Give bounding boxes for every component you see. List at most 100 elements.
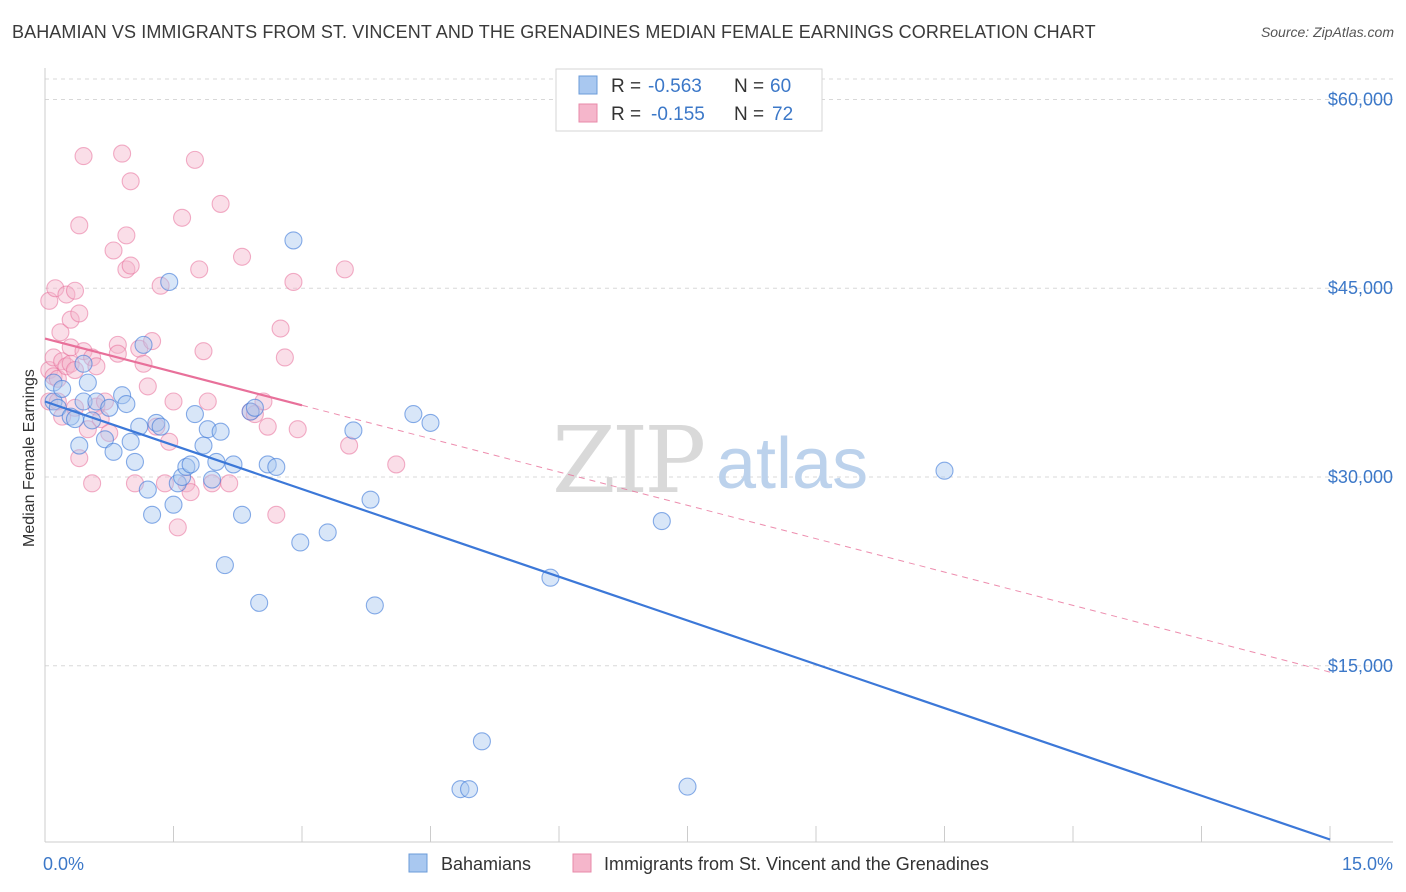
point-bahamians xyxy=(267,457,286,477)
point-bahamians xyxy=(70,436,89,455)
point-bahamians xyxy=(130,417,149,436)
bottom-legend-swatch-bahamians xyxy=(408,853,428,873)
point-bahamians xyxy=(291,533,310,552)
point-immigrants xyxy=(284,272,303,292)
series-legend: Bahamians Immigrants from St. Vincent an… xyxy=(408,853,989,874)
point-immigrants xyxy=(288,420,307,439)
point-immigrants xyxy=(155,474,174,493)
pink-trend-line xyxy=(44,337,303,407)
point-immigrants xyxy=(70,449,89,468)
point-bahamians xyxy=(459,780,479,799)
point-immigrants xyxy=(220,474,239,493)
point-immigrants xyxy=(104,241,123,260)
point-bahamians xyxy=(194,436,213,455)
point-bahamians xyxy=(678,777,697,796)
y-axis-label: Median Female Earnings xyxy=(21,369,38,547)
chart-title: BAHAMIAN VS IMMIGRANTS FROM ST. VINCENT … xyxy=(12,22,1096,42)
point-immigrants xyxy=(83,474,102,493)
legend-r-value-pink: -0.155 xyxy=(651,104,705,125)
point-immigrants xyxy=(194,342,213,361)
legend-r-label-blue: R = xyxy=(611,76,641,97)
point-immigrants xyxy=(168,518,187,537)
point-bahamians xyxy=(74,354,93,373)
y-tick-label: $60,000 xyxy=(1328,89,1393,109)
point-bahamians xyxy=(472,732,491,751)
point-immigrants xyxy=(190,260,209,279)
point-bahamians xyxy=(74,392,93,411)
point-bahamians xyxy=(232,505,252,524)
point-bahamians xyxy=(404,405,423,424)
x-tick-labels: 0.0% 15.0% xyxy=(43,854,1393,874)
watermark: ZIP atlas xyxy=(552,407,868,514)
point-immigrants xyxy=(181,483,200,502)
point-immigrants xyxy=(335,260,354,279)
watermark-zip: ZIP xyxy=(552,407,703,514)
point-immigrants xyxy=(267,505,286,524)
point-bahamians xyxy=(134,335,153,354)
source-label: Source: ZipAtlas.com xyxy=(1260,24,1394,40)
point-bahamians xyxy=(652,512,671,531)
legend-n-label-pink: N = xyxy=(734,104,764,125)
point-bahamians xyxy=(125,452,144,471)
legend-n-label-blue: N = xyxy=(734,76,764,97)
point-bahamians xyxy=(181,455,200,474)
legend-n-value-blue: 60 xyxy=(770,76,791,97)
x-tick-label-min: 0.0% xyxy=(43,854,84,874)
point-immigrants xyxy=(121,172,140,191)
pink-trend-line-dashed xyxy=(301,404,1331,673)
bottom-legend-label-bahamians: Bahamians xyxy=(441,854,531,874)
point-bahamians xyxy=(104,442,123,461)
point-bahamians xyxy=(284,231,303,250)
point-bahamians xyxy=(361,490,380,509)
y-tick-label: $45,000 xyxy=(1328,278,1393,298)
point-bahamians xyxy=(143,505,162,524)
point-bahamians xyxy=(164,495,183,514)
point-immigrants xyxy=(121,256,140,275)
legend-n-value-pink: 72 xyxy=(772,104,793,125)
point-immigrants xyxy=(44,348,63,367)
point-immigrants xyxy=(151,276,170,295)
point-bahamians xyxy=(318,523,337,542)
point-bahamians xyxy=(53,379,72,398)
stats-legend: R = -0.563 N = 60 R = -0.155 N = 72 xyxy=(555,68,823,132)
point-bahamians xyxy=(935,461,954,480)
point-immigrants xyxy=(173,208,192,227)
pink-trend-dashed-group xyxy=(301,404,1331,673)
point-immigrants xyxy=(138,377,157,396)
point-bahamians xyxy=(113,386,132,405)
watermark-atlas: atlas xyxy=(716,424,868,504)
y-tick-labels: $15,000 $30,000 $45,000 $60,000 xyxy=(1328,89,1393,675)
point-immigrants xyxy=(78,420,97,439)
point-bahamians xyxy=(215,556,234,575)
point-immigrants xyxy=(70,304,89,323)
point-bahamians xyxy=(138,480,157,499)
point-immigrants xyxy=(271,319,290,338)
blue-points xyxy=(44,231,954,799)
stats-legend-box xyxy=(555,68,823,132)
point-immigrants xyxy=(46,279,65,298)
point-immigrants xyxy=(198,392,217,411)
legend-swatch-blue xyxy=(578,75,598,95)
point-bahamians xyxy=(100,398,119,417)
point-immigrants xyxy=(185,150,204,169)
point-bahamians xyxy=(211,422,230,441)
point-immigrants xyxy=(211,194,230,213)
point-bahamians xyxy=(250,593,269,612)
trend-lines xyxy=(44,337,1331,841)
point-immigrants xyxy=(387,455,406,474)
point-immigrants xyxy=(113,144,132,163)
point-bahamians xyxy=(173,467,192,487)
point-immigrants xyxy=(74,147,93,166)
point-immigrants xyxy=(70,216,89,235)
point-immigrants xyxy=(57,285,76,304)
point-bahamians xyxy=(117,394,136,414)
point-bahamians xyxy=(203,470,222,489)
point-immigrants xyxy=(51,323,70,342)
point-bahamians xyxy=(224,455,243,474)
point-bahamians xyxy=(160,272,179,292)
point-immigrants xyxy=(232,247,252,266)
point-bahamians xyxy=(95,430,115,449)
bottom-legend-swatch-immigrants xyxy=(572,853,592,873)
point-bahamians xyxy=(151,417,170,436)
